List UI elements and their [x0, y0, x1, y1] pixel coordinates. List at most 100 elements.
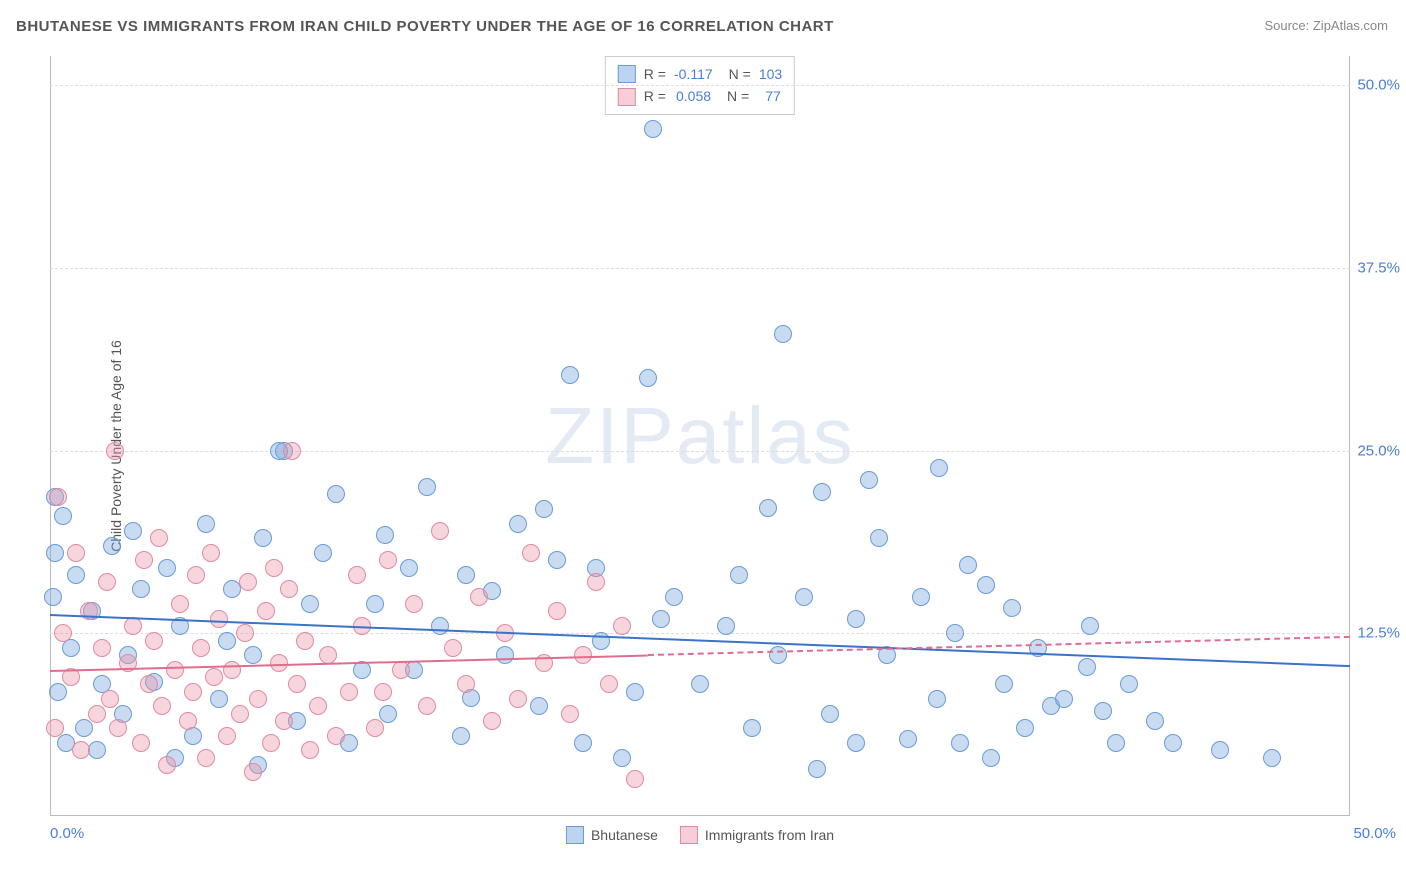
scatter-point: [106, 442, 124, 460]
swatch-bhutanese: [566, 826, 584, 844]
legend-row-iran: R = 0.058 N = 77: [618, 85, 782, 107]
scatter-point: [239, 573, 257, 591]
scatter-point: [483, 712, 501, 730]
scatter-point: [72, 741, 90, 759]
source-value: ZipAtlas.com: [1313, 18, 1388, 33]
scatter-point: [418, 478, 436, 496]
scatter-point: [717, 617, 735, 635]
scatter-plot-area: ZIPatlas R = -0.117 N = 103 R = 0.058 N …: [50, 56, 1350, 816]
y-tick-label: 50.0%: [1357, 77, 1400, 94]
scatter-point: [288, 675, 306, 693]
scatter-point: [244, 763, 262, 781]
legend-item-bhutanese: Bhutanese: [566, 826, 658, 844]
scatter-point: [296, 632, 314, 650]
scatter-point: [400, 559, 418, 577]
scatter-point: [1078, 658, 1096, 676]
scatter-point: [626, 770, 644, 788]
scatter-point: [995, 675, 1013, 693]
scatter-point: [218, 727, 236, 745]
scatter-point: [140, 675, 158, 693]
n-value-bhutanese: 103: [759, 63, 782, 85]
scatter-point: [470, 588, 488, 606]
scatter-point: [600, 675, 618, 693]
scatter-point: [67, 566, 85, 584]
scatter-point: [301, 741, 319, 759]
scatter-point: [158, 756, 176, 774]
swatch-bhutanese: [618, 65, 636, 83]
scatter-point: [613, 617, 631, 635]
scatter-point: [54, 507, 72, 525]
scatter-point: [46, 544, 64, 562]
scatter-point: [301, 595, 319, 613]
scatter-point: [132, 580, 150, 598]
scatter-point: [280, 580, 298, 598]
scatter-point: [982, 749, 1000, 767]
scatter-point: [509, 690, 527, 708]
scatter-point: [184, 683, 202, 701]
scatter-point: [930, 459, 948, 477]
chart-title: BHUTANESE VS IMMIGRANTS FROM IRAN CHILD …: [16, 18, 834, 35]
scatter-point: [158, 559, 176, 577]
source-label: Source:: [1264, 18, 1312, 33]
y-tick-label: 25.0%: [1357, 442, 1400, 459]
scatter-point: [959, 556, 977, 574]
x-tick-max: 50.0%: [1353, 825, 1396, 842]
scatter-point: [150, 529, 168, 547]
scatter-point: [98, 573, 116, 591]
scatter-point: [652, 610, 670, 628]
scatter-point: [431, 522, 449, 540]
scatter-point: [88, 741, 106, 759]
scatter-point: [376, 526, 394, 544]
scatter-point: [348, 566, 366, 584]
scatter-point: [75, 719, 93, 737]
scatter-point: [44, 588, 62, 606]
scatter-point: [166, 661, 184, 679]
scatter-point: [613, 749, 631, 767]
scatter-point: [977, 576, 995, 594]
scatter-point: [327, 727, 345, 745]
y-tick-label: 12.5%: [1357, 625, 1400, 642]
scatter-point: [808, 760, 826, 778]
scatter-point: [743, 719, 761, 737]
scatter-point: [340, 683, 358, 701]
y-tick-label: 37.5%: [1357, 259, 1400, 276]
scatter-point: [592, 632, 610, 650]
scatter-point: [283, 442, 301, 460]
r-label: R =: [644, 85, 666, 107]
scatter-point: [67, 544, 85, 562]
scatter-point: [187, 566, 205, 584]
scatter-point: [392, 661, 410, 679]
scatter-point: [153, 697, 171, 715]
scatter-point: [379, 551, 397, 569]
gridline: [50, 85, 1350, 86]
scatter-point: [366, 719, 384, 737]
scatter-point: [899, 730, 917, 748]
scatter-point: [327, 485, 345, 503]
series-name-bhutanese: Bhutanese: [591, 827, 658, 843]
scatter-point: [192, 639, 210, 657]
scatter-point: [101, 690, 119, 708]
scatter-point: [946, 624, 964, 642]
scatter-point: [951, 734, 969, 752]
trend-line-solid: [50, 654, 648, 671]
scatter-point: [912, 588, 930, 606]
scatter-point: [210, 690, 228, 708]
swatch-iran: [680, 826, 698, 844]
scatter-point: [870, 529, 888, 547]
scatter-point: [49, 683, 67, 701]
scatter-point: [109, 719, 127, 737]
scatter-point: [93, 639, 111, 657]
series-name-iran: Immigrants from Iran: [705, 827, 834, 843]
scatter-point: [205, 668, 223, 686]
scatter-point: [374, 683, 392, 701]
scatter-point: [561, 366, 579, 384]
scatter-point: [561, 705, 579, 723]
scatter-point: [860, 471, 878, 489]
scatter-point: [223, 661, 241, 679]
scatter-point: [509, 515, 527, 533]
scatter-point: [319, 646, 337, 664]
scatter-point: [262, 734, 280, 752]
scatter-point: [644, 120, 662, 138]
scatter-point: [1016, 719, 1034, 737]
scatter-point: [46, 719, 64, 737]
